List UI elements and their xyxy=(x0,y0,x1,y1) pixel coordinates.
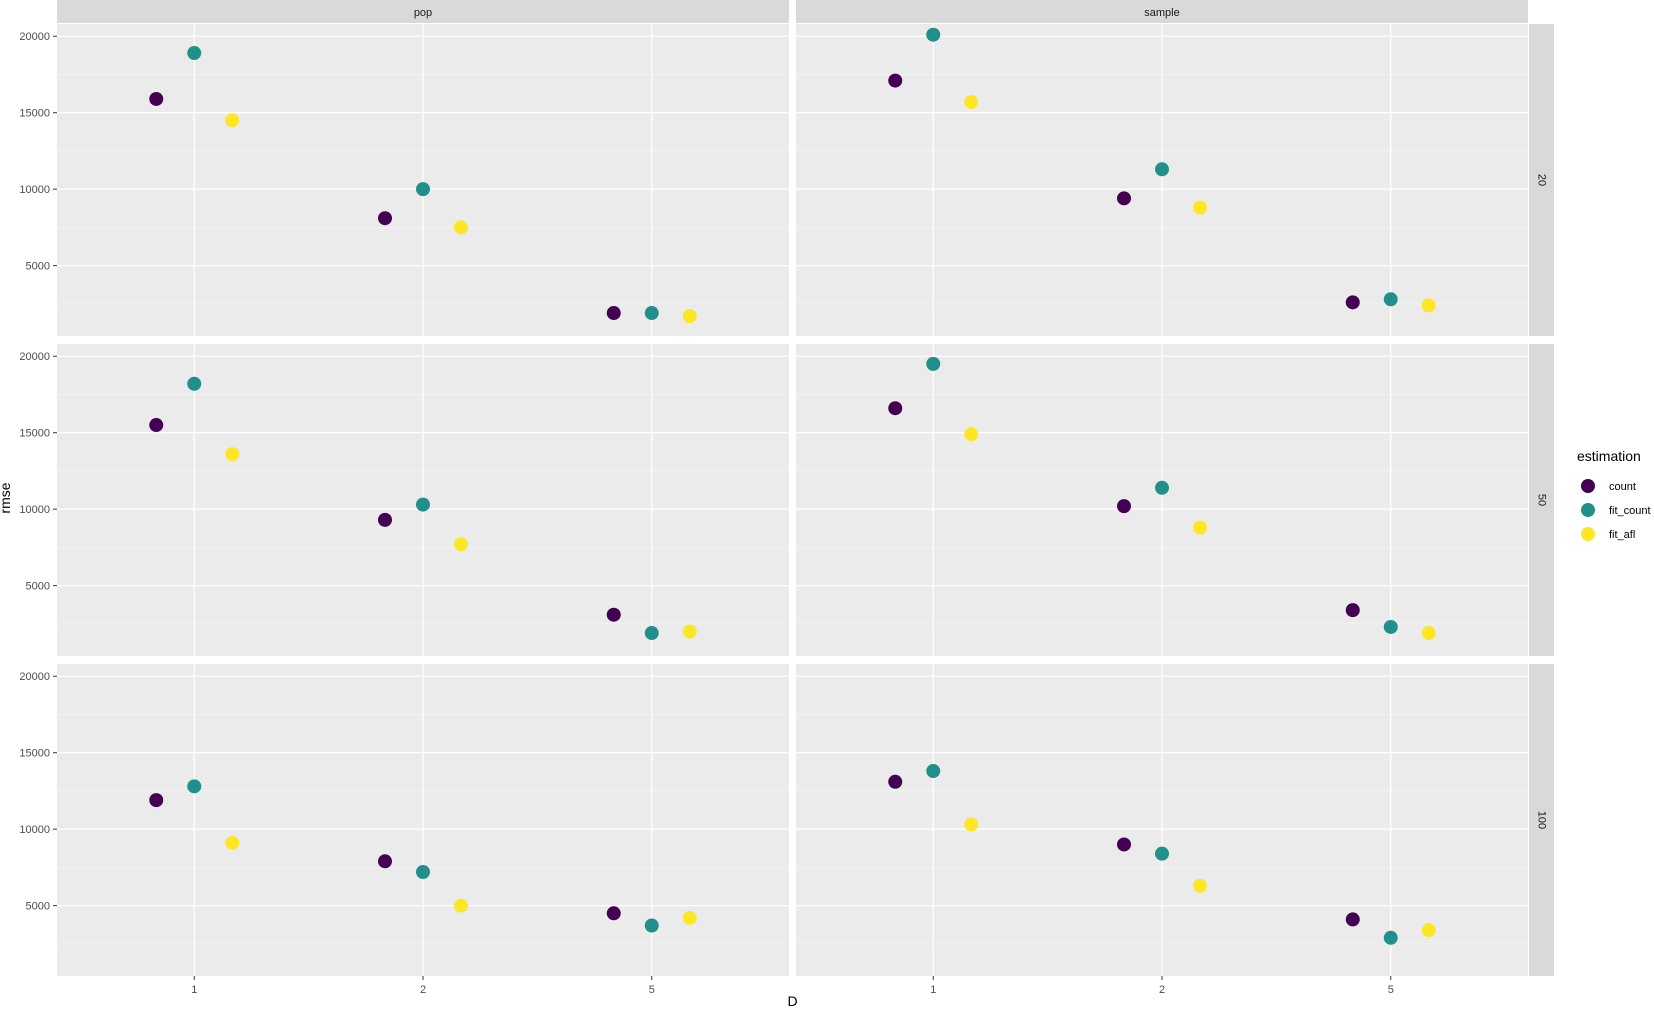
legend-label-count: count xyxy=(1609,481,1636,493)
data-point-count xyxy=(149,91,164,106)
data-point-count xyxy=(606,607,621,622)
data-point-count xyxy=(378,854,392,869)
data-point-fit_afl xyxy=(225,447,240,462)
data-point-fit_count xyxy=(644,626,659,641)
data-point-fit_afl xyxy=(454,220,468,235)
data-point-fit_count xyxy=(1383,619,1398,634)
data-point-fit_count xyxy=(926,356,941,371)
y-tick-label: 20000 xyxy=(19,351,50,363)
data-point-fit_afl xyxy=(454,537,468,552)
x-tick-label: 2 xyxy=(420,984,426,996)
data-point-count xyxy=(378,211,392,226)
facet-strip-row-50 xyxy=(1529,344,1554,656)
y-tick-label: 20000 xyxy=(19,31,50,43)
legend-title: estimation xyxy=(1577,448,1641,464)
data-point-fit_afl xyxy=(1421,923,1436,938)
data-point-count xyxy=(1117,499,1131,514)
data-point-count xyxy=(888,73,903,88)
y-tick-label: 20000 xyxy=(19,671,50,683)
y-tick-label: 5000 xyxy=(26,261,50,273)
data-point-fit_count xyxy=(1155,162,1169,177)
x-tick-label: 1 xyxy=(930,984,936,996)
facet-strip-row-label-50: 50 xyxy=(1536,494,1548,506)
data-point-fit_afl xyxy=(682,309,697,324)
data-point-fit_count xyxy=(416,497,430,512)
data-point-fit_count xyxy=(416,182,430,197)
facet-strip-row-100 xyxy=(1529,664,1554,976)
data-point-fit_count xyxy=(187,376,202,391)
data-point-count xyxy=(1117,837,1131,852)
data-point-count xyxy=(888,401,903,416)
data-point-fit_count xyxy=(416,865,430,879)
facet-strip-row-label-20: 20 xyxy=(1536,174,1548,186)
data-point-count xyxy=(149,418,164,433)
legend-key-count xyxy=(1581,479,1595,493)
data-point-fit_afl xyxy=(964,95,979,109)
data-point-fit_afl xyxy=(225,835,240,850)
legend-label-fit_afl: fit_afl xyxy=(1609,529,1635,541)
data-point-fit_count xyxy=(644,306,659,321)
facet-strip-label-sample: sample xyxy=(1144,7,1179,19)
facet-strip-pop xyxy=(57,0,789,23)
data-point-fit_count xyxy=(187,46,202,61)
y-axis-title: rmse xyxy=(0,482,13,513)
y-tick-label: 5000 xyxy=(26,581,50,593)
facet-strip-row-20 xyxy=(1529,24,1554,336)
data-point-count xyxy=(606,306,621,321)
y-tick-label: 10000 xyxy=(19,504,50,516)
data-point-count xyxy=(378,512,392,527)
data-point-fit_afl xyxy=(225,113,240,128)
data-point-count xyxy=(606,906,621,921)
y-tick-label: 10000 xyxy=(19,184,50,196)
data-point-count xyxy=(1345,295,1360,310)
y-tick-label: 10000 xyxy=(19,824,50,836)
y-tick-label: 15000 xyxy=(19,108,50,120)
data-point-fit_afl xyxy=(682,910,697,925)
facet-strip-sample xyxy=(796,0,1528,23)
x-axis-title: D xyxy=(787,993,797,1009)
data-point-fit_afl xyxy=(964,817,979,832)
data-point-count xyxy=(149,793,164,808)
data-point-count xyxy=(888,774,903,789)
x-tick-label: 5 xyxy=(649,984,655,996)
x-tick-label: 2 xyxy=(1159,984,1165,996)
data-point-fit_afl xyxy=(1193,200,1207,215)
data-point-count xyxy=(1345,912,1360,927)
legend-key-fit_count xyxy=(1581,503,1595,517)
data-point-fit_count xyxy=(187,779,202,794)
data-point-fit_afl xyxy=(1421,298,1436,313)
data-point-count xyxy=(1345,603,1360,618)
data-point-fit_count xyxy=(1383,292,1398,307)
legend-key-fit_afl xyxy=(1581,527,1595,541)
data-point-fit_afl xyxy=(682,624,697,639)
x-tick-label: 1 xyxy=(191,984,197,996)
data-point-fit_count xyxy=(926,27,941,42)
data-point-fit_count xyxy=(644,918,659,933)
data-point-fit_afl xyxy=(964,427,979,442)
facet-strip-label-pop: pop xyxy=(414,7,432,19)
data-point-fit_afl xyxy=(1193,520,1207,535)
data-point-fit_count xyxy=(926,764,941,779)
data-point-fit_afl xyxy=(1421,626,1436,641)
y-tick-label: 5000 xyxy=(26,901,50,913)
data-point-count xyxy=(1117,191,1131,206)
data-point-fit_afl xyxy=(454,898,468,913)
data-point-fit_count xyxy=(1155,846,1169,861)
data-point-fit_count xyxy=(1383,930,1398,945)
data-point-fit_count xyxy=(1155,480,1169,495)
data-point-fit_afl xyxy=(1193,878,1207,893)
x-tick-label: 5 xyxy=(1388,984,1394,996)
y-tick-label: 15000 xyxy=(19,748,50,760)
y-tick-label: 15000 xyxy=(19,428,50,440)
legend-label-fit_count: fit_count xyxy=(1609,505,1651,517)
facet-strip-row-label-100: 100 xyxy=(1536,811,1548,829)
